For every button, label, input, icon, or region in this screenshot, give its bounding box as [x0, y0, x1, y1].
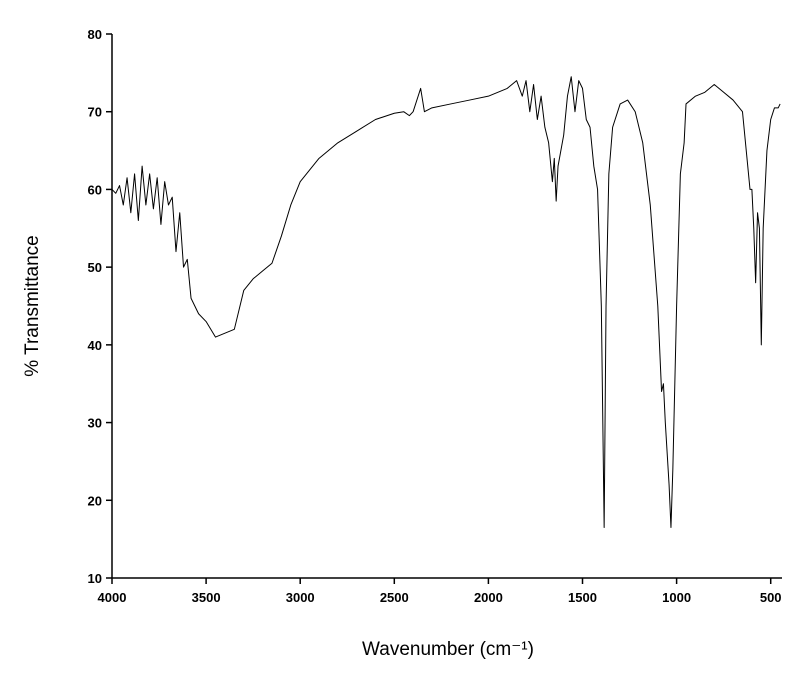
- y-tick-label: 20: [88, 493, 102, 508]
- y-tick-label: 50: [88, 260, 102, 275]
- x-tick-label: 2000: [474, 590, 503, 605]
- y-tick-label: 70: [88, 105, 102, 120]
- x-tick-label: 3000: [286, 590, 315, 605]
- x-tick-label: 3500: [192, 590, 221, 605]
- x-axis-label: Wavenumber (cm⁻¹): [362, 639, 534, 660]
- y-tick-label: 30: [88, 416, 102, 431]
- y-axis-label: % Transmittance: [22, 235, 43, 377]
- y-tick-label: 10: [88, 571, 102, 586]
- x-tick-label: 500: [760, 590, 782, 605]
- x-tick-label: 2500: [380, 590, 409, 605]
- x-tick-label: 4000: [98, 590, 127, 605]
- spectrum-line: [111, 76, 781, 528]
- x-tick-label: 1000: [662, 590, 691, 605]
- y-tick-label: 60: [88, 182, 102, 197]
- y-tick-label: 40: [88, 338, 102, 353]
- y-tick-label: 80: [88, 27, 102, 42]
- x-tick-label: 1500: [568, 590, 597, 605]
